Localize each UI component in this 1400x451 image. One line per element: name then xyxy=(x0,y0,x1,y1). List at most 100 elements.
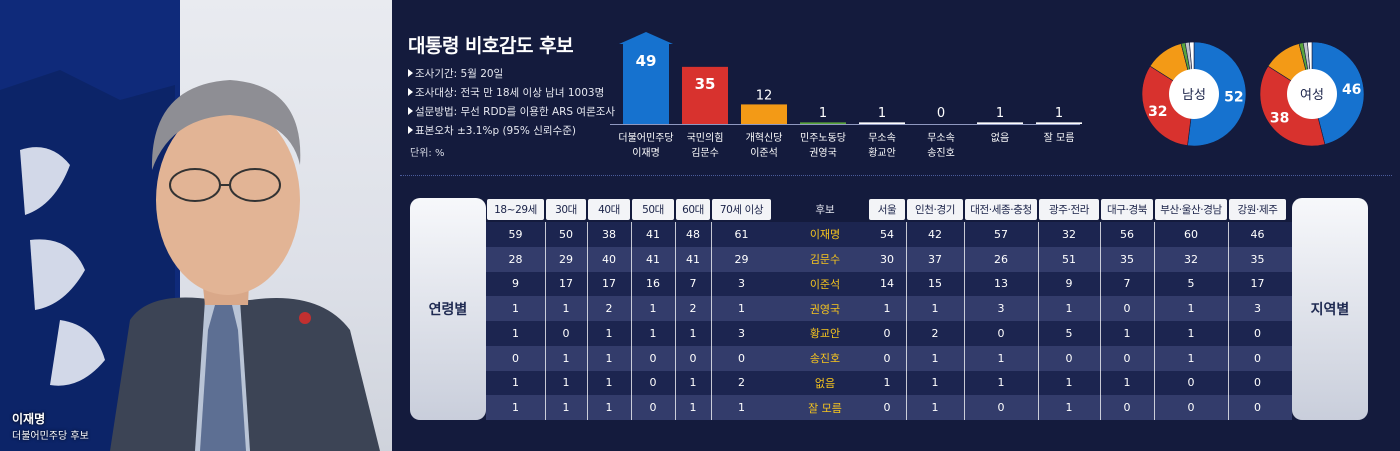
region-cell: 3 xyxy=(997,302,1005,316)
region-cell: 1 xyxy=(997,376,1005,390)
pie-0-center-label: 남성 xyxy=(1182,88,1206,103)
region-cell: 1 xyxy=(883,376,891,390)
region-cell: 32 xyxy=(1062,227,1076,241)
age-header-5: 70세 이상 xyxy=(712,199,771,220)
region-cell: 1 xyxy=(1123,326,1131,340)
pie-1-center-label: 여성 xyxy=(1300,88,1324,103)
region-cell: 1 xyxy=(997,351,1005,365)
column-divider xyxy=(1100,222,1101,420)
region-cell: 5 xyxy=(1065,326,1073,340)
region-cell: 7 xyxy=(1123,277,1131,291)
age-cell: 59 xyxy=(508,227,523,241)
age-cell: 0 xyxy=(649,351,657,365)
age-cell: 17 xyxy=(559,277,573,291)
region-cell: 32 xyxy=(1184,252,1198,266)
region-cell: 1 xyxy=(1187,351,1195,365)
bar-value-1: 35 xyxy=(695,75,716,93)
region-cell: 60 xyxy=(1184,227,1198,241)
region-cell: 3 xyxy=(1254,302,1261,316)
bar-category-0-0: 더불어민주당 xyxy=(618,132,673,144)
divider xyxy=(400,175,1392,176)
region-cell: 1 xyxy=(883,302,891,316)
candidate-name: 권영국 xyxy=(809,302,841,316)
photo-caption-name: 이재명 xyxy=(12,412,46,426)
region-cell: 15 xyxy=(928,277,942,291)
age-cell: 1 xyxy=(689,401,697,415)
age-cell: 7 xyxy=(689,277,697,291)
region-header-0: 서울 xyxy=(869,199,905,220)
column-divider xyxy=(711,222,712,420)
region-header-1: 인천·경기 xyxy=(907,199,963,220)
bar-arrowhead xyxy=(619,32,673,44)
region-cell: 1 xyxy=(931,376,939,390)
bar-value-0: 49 xyxy=(636,52,657,70)
region-cell: 46 xyxy=(1250,227,1265,241)
age-cell: 1 xyxy=(689,326,697,340)
age-group-label: 연령별 xyxy=(410,198,486,420)
age-cell: 29 xyxy=(734,252,749,266)
bar-0 xyxy=(623,44,669,124)
age-cell: 1 xyxy=(562,376,570,390)
age-cell: 1 xyxy=(512,326,519,340)
meta-margin-of-error-text: 표본오차 ±3.1%p (95% 신뢰수준) xyxy=(415,125,576,137)
pie-0-hole xyxy=(1169,69,1219,119)
region-cell: 2 xyxy=(931,326,939,340)
region-cell: 57 xyxy=(994,227,1008,241)
age-header-4: 60대 xyxy=(676,199,710,220)
region-cell: 0 xyxy=(1187,401,1195,415)
pie-charts: 52 32 남성 46 38 여성 xyxy=(1141,41,1365,147)
meta-survey-target-text: 조사대상: 전국 만 18세 이상 남녀 1003명 xyxy=(415,87,605,99)
age-cell: 3 xyxy=(738,277,745,291)
region-group-label-text: 지역별 xyxy=(1310,302,1350,318)
region-cell: 0 xyxy=(883,401,891,415)
region-cell: 0 xyxy=(1254,376,1261,390)
region-cell: 5 xyxy=(1187,277,1195,291)
age-cell: 16 xyxy=(646,277,660,291)
age-cell: 1 xyxy=(689,376,697,390)
age-cell: 1 xyxy=(605,326,613,340)
bar-value-2: 12 xyxy=(756,88,773,103)
bar-category-5-0: 무소속 xyxy=(927,132,955,144)
region-cell: 1 xyxy=(1187,302,1195,316)
age-cell: 1 xyxy=(512,401,519,415)
meta-survey-period: 조사기간: 5월 20일 xyxy=(408,66,503,81)
pie-1-slice-0 xyxy=(1311,41,1365,145)
region-cell: 0 xyxy=(883,326,891,340)
age-header-0: 18~29세 xyxy=(487,199,544,220)
column-divider xyxy=(964,222,965,420)
age-cell: 38 xyxy=(602,227,616,241)
column-divider xyxy=(545,222,546,420)
age-cell: 2 xyxy=(605,302,613,316)
table-row-bg xyxy=(486,370,1292,396)
region-cell: 0 xyxy=(1254,326,1261,340)
candidate-name: 황교안 xyxy=(809,327,841,341)
bar-value-7: 1 xyxy=(1055,106,1063,121)
column-divider xyxy=(587,222,588,420)
table-row-bg xyxy=(486,345,1292,371)
age-cell: 41 xyxy=(646,252,660,266)
region-cell: 1 xyxy=(1065,376,1073,390)
bar-category-4-0: 무소속 xyxy=(868,132,896,144)
table-row-bg xyxy=(486,246,1292,272)
age-cell: 41 xyxy=(686,252,700,266)
region-cell: 56 xyxy=(1120,227,1134,241)
age-cell: 1 xyxy=(562,401,570,415)
table-row-bg xyxy=(486,222,1292,247)
region-cell: 0 xyxy=(1123,302,1131,316)
candidate-name: 이준석 xyxy=(809,277,841,291)
bar-category-2-1: 이준석 xyxy=(750,147,778,159)
age-header-2: 40대 xyxy=(588,199,630,220)
age-cell: 40 xyxy=(602,252,616,266)
region-cell: 26 xyxy=(994,252,1008,266)
column-divider xyxy=(1228,222,1229,420)
region-cell: 35 xyxy=(1250,252,1265,266)
bar-category-5-1: 송진호 xyxy=(927,147,955,159)
region-header-2: 대전·세종·충청 xyxy=(965,199,1037,220)
age-cell: 48 xyxy=(686,227,700,241)
table-row-bg xyxy=(486,296,1292,321)
region-cell: 37 xyxy=(928,252,942,266)
